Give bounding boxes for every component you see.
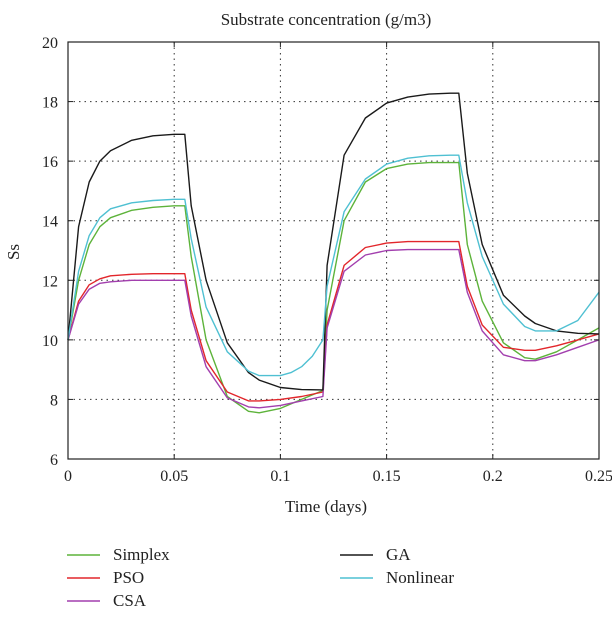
plot-frame [67, 41, 600, 460]
y-tick-label: 12 [42, 273, 58, 290]
y-tick-label: 14 [42, 214, 58, 231]
series-line-ga [67, 92, 600, 391]
legend-item-ga: GA [340, 545, 411, 564]
legend: Simplex PSO CSA GA Nonlinear [67, 545, 454, 610]
grid-lines [68, 42, 599, 459]
legend-item-simplex: Simplex [67, 545, 170, 564]
x-tick-label: 0.05 [160, 468, 188, 485]
x-tick-label: 0.25 [585, 468, 612, 485]
x-tick-label: 0.1 [270, 468, 290, 485]
chart-title: Substrate concentration (g/m3) [221, 10, 432, 29]
axis-ticks [67, 41, 600, 460]
x-tick-label: 0.2 [483, 468, 503, 485]
legend-item-nonlinear: Nonlinear [340, 568, 454, 587]
y-tick-labels: 6 8 10 12 14 16 18 20 [42, 35, 58, 469]
legend-label: Nonlinear [386, 568, 454, 587]
series-line-csa [67, 248, 600, 409]
y-tick-label: 6 [50, 452, 58, 469]
series-line-nonlinear [67, 154, 600, 377]
y-axis-label: Ss [4, 244, 23, 260]
legend-label: Simplex [113, 545, 170, 564]
series-line-simplex [67, 161, 600, 414]
x-axis-label: Time (days) [285, 497, 367, 516]
legend-label: CSA [113, 591, 147, 610]
y-tick-label: 8 [50, 392, 58, 409]
y-tick-label: 10 [42, 333, 58, 350]
legend-item-pso: PSO [67, 568, 144, 587]
legend-item-csa: CSA [67, 591, 147, 610]
x-tick-labels: 0 0.05 0.1 0.15 0.2 0.25 [64, 468, 612, 485]
x-tick-label: 0 [64, 468, 72, 485]
legend-label: GA [386, 545, 411, 564]
y-tick-label: 20 [42, 35, 58, 52]
legend-label: PSO [113, 568, 144, 587]
x-tick-label: 0.15 [373, 468, 401, 485]
y-tick-label: 18 [42, 95, 58, 112]
series-lines [67, 92, 600, 414]
y-tick-label: 16 [42, 154, 58, 171]
